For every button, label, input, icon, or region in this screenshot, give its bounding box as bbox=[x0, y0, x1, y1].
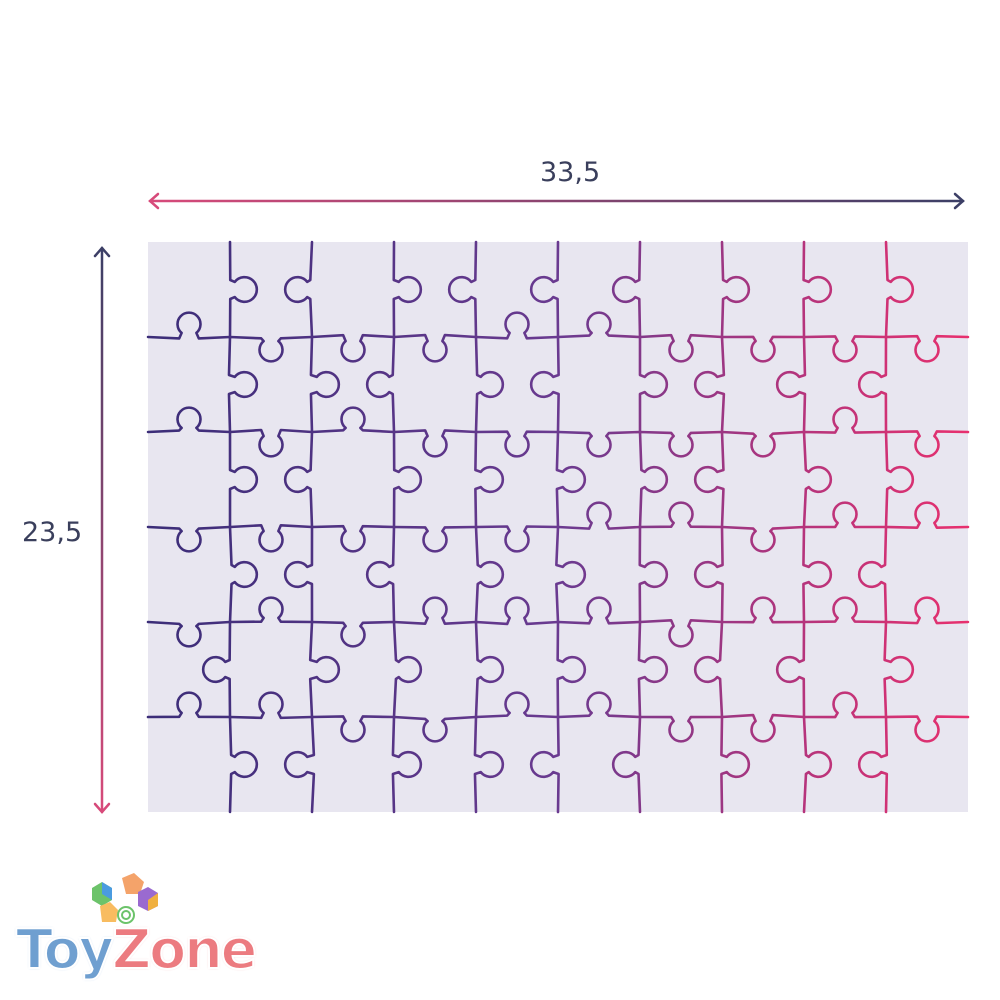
arrowhead-top bbox=[93, 246, 111, 258]
height-label: 23,5 bbox=[22, 517, 83, 548]
cut-line-horizontal bbox=[146, 406, 970, 458]
arrowhead-left bbox=[148, 192, 160, 210]
toyzone-logo: ToyZone bbox=[14, 870, 274, 990]
cut-line-horizontal bbox=[146, 311, 970, 363]
logo-blocks-icon bbox=[92, 873, 158, 924]
cut-line-horizontal bbox=[146, 691, 970, 743]
arrowhead-right bbox=[953, 192, 965, 210]
cut-line-horizontal bbox=[146, 596, 970, 648]
height-arrow bbox=[93, 246, 111, 814]
logo-toy: Toy bbox=[15, 917, 115, 982]
width-label: 33,5 bbox=[540, 157, 601, 188]
logo-zone: Zone bbox=[111, 917, 258, 982]
cut-line-horizontal bbox=[146, 501, 970, 553]
width-arrow bbox=[148, 192, 965, 210]
arrowhead-bottom bbox=[93, 802, 111, 814]
